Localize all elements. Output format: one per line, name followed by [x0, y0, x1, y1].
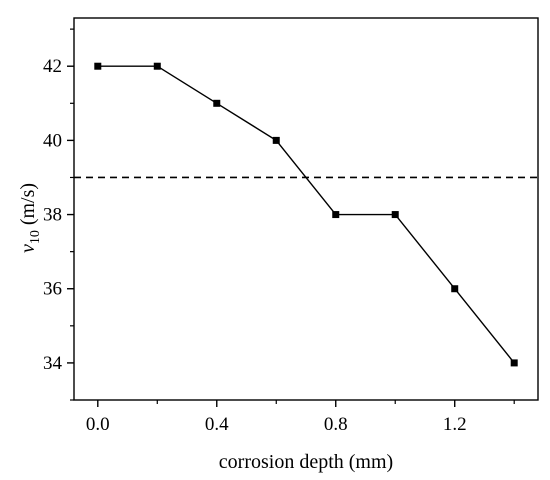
- y-tick-label: 36: [43, 279, 62, 300]
- y-axis-unit: (m/s): [17, 183, 39, 230]
- data-point-marker: [451, 285, 459, 293]
- axes: [67, 17, 539, 407]
- x-axis-title: corrosion depth (mm): [219, 451, 393, 473]
- y-axis-symbol: v: [17, 244, 39, 253]
- y-tick-label: 40: [43, 130, 62, 151]
- plot-frame: [73, 17, 539, 401]
- x-tick-label: 0.8: [324, 414, 348, 435]
- x-tick-label: 0.0: [86, 414, 110, 435]
- y-tick-label: 42: [43, 56, 62, 77]
- y-axis-subscript: 10: [28, 230, 43, 244]
- x-tick-label: 1.2: [443, 414, 467, 435]
- data-point-marker: [213, 99, 221, 107]
- series-line-0: [97, 65, 515, 364]
- data-point-marker: [510, 359, 518, 367]
- data-point-marker: [272, 136, 280, 144]
- data-point-marker: [332, 211, 340, 219]
- x-tick-label: 0.4: [205, 414, 229, 435]
- data-point-marker: [153, 62, 161, 70]
- y-tick-label: 38: [43, 205, 62, 226]
- y-tick-label: 34: [43, 353, 63, 374]
- plot-content: [74, 62, 538, 367]
- y-axis-title: v10 (m/s): [17, 183, 43, 253]
- data-point-marker: [94, 62, 102, 70]
- tick-labels: 0.0 0.4 0.8 1.2 34 36 38 40 42: [43, 56, 467, 435]
- data-point-marker: [391, 211, 399, 219]
